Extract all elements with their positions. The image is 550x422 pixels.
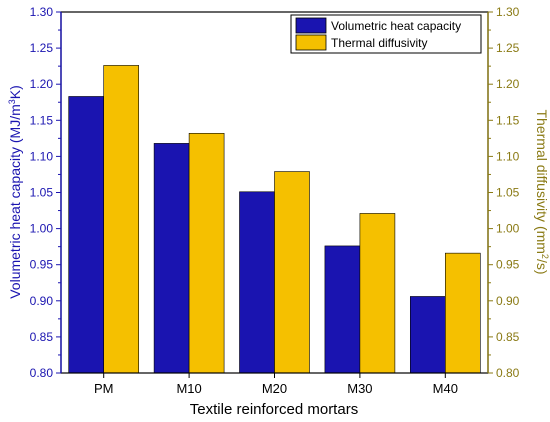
left-tick-label: 0.95 (30, 258, 54, 272)
left-tick-label: 1.25 (30, 41, 54, 55)
left-tick-label: 1.20 (30, 77, 54, 91)
x-tick-label-m20: M20 (262, 381, 287, 396)
x-tick-label-m40: M40 (433, 381, 458, 396)
right-y-axis: 0.80 0.85 0.90 0.95 1.00 1.05 1.10 1.15 1.20 1.25… (487, 5, 520, 380)
left-axis-label-unit: K) (7, 85, 23, 99)
right-tick-label: 0.95 (496, 258, 520, 272)
left-tick-label: 0.90 (30, 294, 54, 308)
left-y-axis: 0.80 0.85 0.90 0.95 1.00 1.05 1.10 1.15 1.20 1.25… (30, 5, 62, 380)
left-axis-label: Volumetric heat capacity (MJ/m3K) (7, 85, 23, 299)
left-tick-label: 1.10 (30, 149, 54, 163)
bar-volumetric-heat-capacity-m30 (324, 245, 361, 374)
legend-label-thermal-diffusivity: Thermal diffusivity (331, 36, 427, 50)
left-axis-label-text: Volumetric heat capacity (MJ/m (7, 104, 23, 299)
x-tick-label-m30: M30 (347, 381, 372, 396)
left-tick-label: 0.80 (30, 366, 54, 380)
right-tick-label: 0.80 (496, 366, 520, 380)
bar-thermal-diffusivity-m30 (359, 213, 396, 374)
bar-volumetric-heat-capacity-pm (68, 96, 104, 374)
left-axis-label-superscript: 3 (7, 99, 17, 104)
left-tick-label: 1.15 (30, 113, 54, 127)
bars-group (68, 65, 481, 374)
legend-label-volumetric-heat-capacity: Volumetric heat capacity (331, 19, 461, 33)
bar-thermal-diffusivity-m40 (444, 252, 481, 374)
legend: Volumetric heat capacity Thermal diffusi… (290, 14, 482, 54)
right-tick-label: 1.15 (496, 113, 520, 127)
right-tick-label: 1.00 (496, 222, 520, 236)
x-axis: PM M10 M20 M30 M40 (94, 373, 458, 396)
left-tick-label: 1.05 (30, 186, 54, 200)
left-tick-label: 1.00 (30, 222, 54, 236)
x-axis-label: Textile reinforced mortars (190, 401, 358, 418)
bar-volumetric-heat-capacity-m20 (239, 191, 275, 374)
right-tick-label: 1.30 (496, 5, 520, 19)
right-tick-label: 0.90 (496, 294, 520, 308)
bar-thermal-diffusivity-m20 (274, 171, 310, 374)
bar-volumetric-heat-capacity-m10 (153, 143, 190, 374)
bar-thermal-diffusivity-pm (103, 65, 139, 374)
right-axis-label-superscript: 2 (540, 254, 550, 259)
right-axis-label-unit: /s) (534, 259, 550, 275)
legend-swatch-volumetric-heat-capacity (295, 17, 327, 34)
right-axis-label-text: Thermal diffusivity (mm (534, 109, 550, 253)
right-tick-label: 1.10 (496, 149, 520, 163)
bar-thermal-diffusivity-m10 (188, 132, 225, 374)
right-tick-label: 0.85 (496, 330, 520, 344)
right-axis-label: Thermal diffusivity (mm2/s) (534, 109, 550, 274)
x-tick-label-m10: M10 (176, 381, 201, 396)
right-tick-label: 1.05 (496, 186, 520, 200)
right-tick-label: 1.20 (496, 77, 520, 91)
left-tick-label: 1.30 (30, 5, 54, 19)
x-tick-label-pm: PM (94, 381, 114, 396)
legend-swatch-thermal-diffusivity (295, 34, 327, 51)
bar-volumetric-heat-capacity-m40 (409, 296, 446, 374)
left-tick-label: 0.85 (30, 330, 54, 344)
right-tick-label: 1.25 (496, 41, 520, 55)
